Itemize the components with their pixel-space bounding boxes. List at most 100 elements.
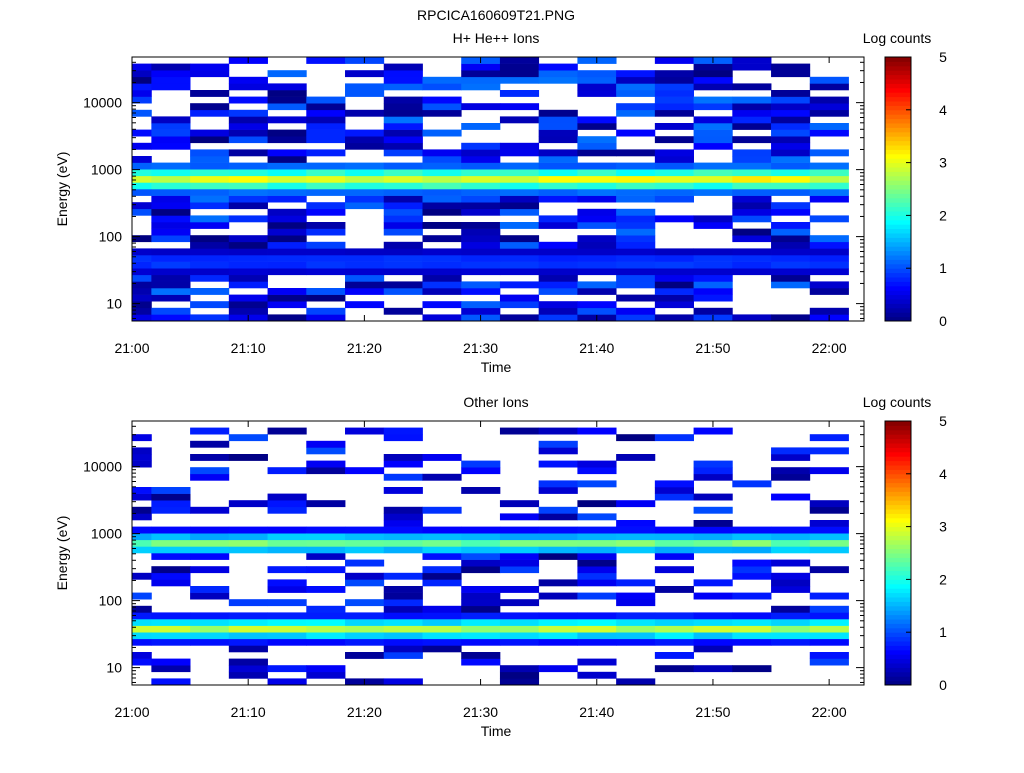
spectrogram-cell xyxy=(228,454,268,461)
spectrogram-cell xyxy=(228,215,268,223)
spectrogram-cell xyxy=(228,434,268,442)
spectrogram-cell xyxy=(771,632,811,640)
spectrogram-cell xyxy=(461,546,501,554)
spectrogram-cell xyxy=(461,156,501,163)
spectrogram-cell xyxy=(732,665,772,673)
spectrogram-cell xyxy=(693,248,733,256)
spectrogram-cell xyxy=(809,447,849,455)
spectrogram-cell xyxy=(654,281,694,289)
colorbar-segment xyxy=(885,184,911,190)
spectrogram-cell xyxy=(190,202,230,210)
spectrogram-cell xyxy=(151,235,191,243)
spectrogram-cell xyxy=(383,261,423,269)
spectrogram-cell xyxy=(190,586,230,593)
spectrogram-cell xyxy=(654,632,694,640)
spectrogram-cell xyxy=(345,202,385,210)
spectrogram-cell xyxy=(383,96,423,104)
spectrogram-cell xyxy=(538,619,578,626)
spectrogram-cell xyxy=(151,142,191,150)
spectrogram-cell xyxy=(732,592,772,600)
spectrogram-cell xyxy=(267,467,307,475)
spectrogram-cell xyxy=(151,493,191,501)
spectrogram-cell xyxy=(190,175,230,183)
colorbar-segment xyxy=(885,70,911,76)
spectrogram-cell xyxy=(383,248,423,256)
spectrogram-cell xyxy=(151,546,191,554)
spectrogram-cell xyxy=(228,129,268,137)
x-tick-label: 22:00 xyxy=(812,340,847,356)
spectrogram-cell xyxy=(461,202,501,210)
colorbar-segment xyxy=(885,632,911,638)
colorbar-segment xyxy=(885,421,911,426)
spectrogram-cell xyxy=(132,235,152,243)
spectrogram-cell xyxy=(190,169,230,177)
spectrogram-cell xyxy=(654,546,694,554)
spectrogram-cell xyxy=(499,235,540,243)
spectrogram-cell xyxy=(461,162,501,170)
spectrogram-cell xyxy=(461,123,501,130)
colorbar-segment xyxy=(885,566,911,572)
spectrogram-cell xyxy=(616,208,656,216)
spectrogram-cell xyxy=(132,70,152,78)
spectrogram-cell xyxy=(228,169,268,177)
spectrogram-cell xyxy=(345,533,385,541)
spectrogram-cell xyxy=(306,546,346,554)
spectrogram-cell xyxy=(345,539,385,547)
spectrogram-cell xyxy=(306,447,346,455)
spectrogram-cell xyxy=(422,526,462,534)
spectrogram-cell xyxy=(132,109,152,117)
spectrogram-cell xyxy=(809,520,849,527)
spectrogram-cell xyxy=(732,619,772,626)
spectrogram-cell xyxy=(771,619,811,626)
spectrogram-cell xyxy=(538,215,578,223)
spectrogram-cell xyxy=(132,447,152,455)
spectrogram-cell xyxy=(654,90,694,97)
spectrogram-cell xyxy=(732,638,772,646)
spectrogram-cell xyxy=(461,76,501,84)
spectrogram-cell xyxy=(228,625,268,633)
spectrogram-cell xyxy=(132,307,152,315)
spectrogram-cell xyxy=(383,182,423,190)
spectrogram-cell xyxy=(151,625,191,633)
spectrogram-cell xyxy=(732,136,772,144)
spectrogram-cell xyxy=(693,175,733,183)
colorbar-segment xyxy=(885,92,911,98)
spectrogram-cell xyxy=(732,182,772,190)
spectrogram-cell xyxy=(267,301,307,309)
spectrogram-cell xyxy=(654,487,694,494)
spectrogram-cell xyxy=(538,76,578,84)
spectrogram-cell xyxy=(809,638,849,646)
spectrogram-cell xyxy=(190,248,230,256)
spectrogram-cell xyxy=(306,460,346,468)
spectrogram-cell xyxy=(616,189,656,196)
spectrogram-cell xyxy=(383,546,423,554)
spectrogram-cell xyxy=(499,116,540,124)
spectrogram-cell xyxy=(228,307,268,315)
spectrogram-cell xyxy=(422,539,462,547)
colorbar-segment xyxy=(885,140,911,146)
spectrogram-cell xyxy=(228,235,268,243)
spectrogram-cell xyxy=(151,294,191,302)
spectrogram-cell xyxy=(499,301,540,309)
spectrogram-cell xyxy=(306,189,346,196)
spectrogram-cell xyxy=(151,255,191,262)
colorbar-segment xyxy=(885,619,911,624)
spectrogram-cell xyxy=(383,202,423,210)
spectrogram-cell xyxy=(422,454,462,461)
spectrogram-cells xyxy=(132,57,849,322)
spectrogram-cell xyxy=(383,526,423,534)
spectrogram-cell xyxy=(132,142,152,150)
spectrogram-cell xyxy=(693,63,733,71)
spectrogram-cell xyxy=(809,182,849,190)
spectrogram-cell xyxy=(306,632,346,640)
colorbar-segment xyxy=(885,272,911,278)
spectrogram-cell xyxy=(809,307,849,315)
spectrogram-cell xyxy=(616,255,656,262)
spectrogram-cell xyxy=(422,175,462,183)
spectrogram-cell xyxy=(732,632,772,640)
spectrogram-cell xyxy=(383,189,423,196)
spectrogram-cell xyxy=(732,625,772,633)
spectrogram-cell xyxy=(499,599,540,607)
spectrogram-cell xyxy=(228,301,268,309)
spectrogram-cell xyxy=(345,83,385,91)
